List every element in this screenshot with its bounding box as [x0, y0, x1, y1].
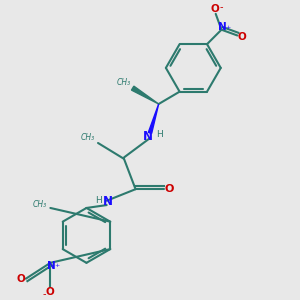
Text: CH₃: CH₃	[116, 78, 130, 87]
Text: O: O	[237, 32, 246, 42]
Polygon shape	[131, 86, 159, 104]
Text: H: H	[94, 196, 101, 205]
Polygon shape	[148, 104, 159, 134]
Text: +: +	[225, 25, 230, 30]
Text: CH₃: CH₃	[32, 200, 46, 209]
Text: O: O	[16, 274, 25, 284]
Text: N: N	[47, 261, 56, 271]
Text: -: -	[43, 289, 46, 299]
Text: O: O	[211, 4, 220, 14]
Text: H: H	[156, 130, 163, 139]
Text: O: O	[46, 287, 55, 297]
Text: N: N	[103, 195, 113, 208]
Text: N: N	[143, 130, 153, 143]
Text: CH₃: CH₃	[81, 133, 95, 142]
Text: O: O	[165, 184, 174, 194]
Text: N: N	[218, 22, 226, 32]
Text: +: +	[54, 263, 59, 268]
Text: -: -	[220, 2, 223, 12]
